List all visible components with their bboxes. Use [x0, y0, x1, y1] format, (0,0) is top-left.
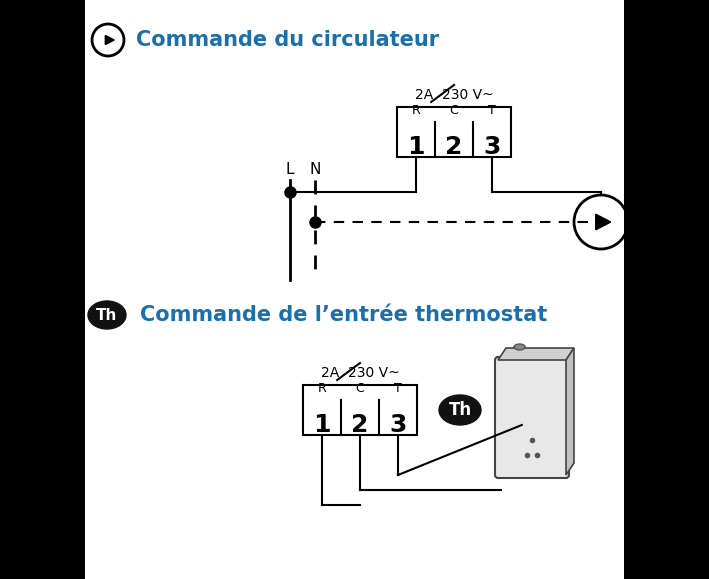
Text: 1: 1 [313, 413, 331, 437]
Text: L: L [286, 163, 294, 178]
Text: 3: 3 [484, 135, 501, 159]
Text: R: R [412, 104, 420, 116]
FancyBboxPatch shape [495, 357, 569, 478]
Text: T: T [394, 382, 402, 394]
Bar [0, 0, 85, 579]
Text: N: N [309, 163, 320, 178]
Text: 2: 2 [445, 135, 463, 159]
FancyBboxPatch shape [303, 385, 417, 435]
Text: T: T [488, 104, 496, 116]
Polygon shape [498, 348, 574, 360]
Text: 2A  230 V~: 2A 230 V~ [415, 88, 493, 102]
Text: Commande de l’entrée thermostat: Commande de l’entrée thermostat [140, 305, 547, 325]
FancyBboxPatch shape [397, 107, 511, 157]
Text: C: C [356, 382, 364, 394]
Ellipse shape [88, 301, 126, 329]
Text: R: R [318, 382, 326, 394]
Text: 1: 1 [407, 135, 425, 159]
Text: 2: 2 [352, 413, 369, 437]
Text: Th: Th [96, 307, 118, 323]
Text: 3: 3 [389, 413, 407, 437]
Polygon shape [566, 348, 574, 475]
Bar [514, 347, 525, 367]
Polygon shape [106, 35, 114, 45]
Text: Commande du circulateur: Commande du circulateur [136, 30, 439, 50]
Text: 2A  230 V~: 2A 230 V~ [320, 366, 399, 380]
Text: Th: Th [448, 401, 471, 419]
Polygon shape [596, 214, 610, 230]
Bar [624, 0, 709, 579]
Ellipse shape [514, 344, 525, 350]
Ellipse shape [439, 395, 481, 425]
Text: C: C [450, 104, 459, 116]
